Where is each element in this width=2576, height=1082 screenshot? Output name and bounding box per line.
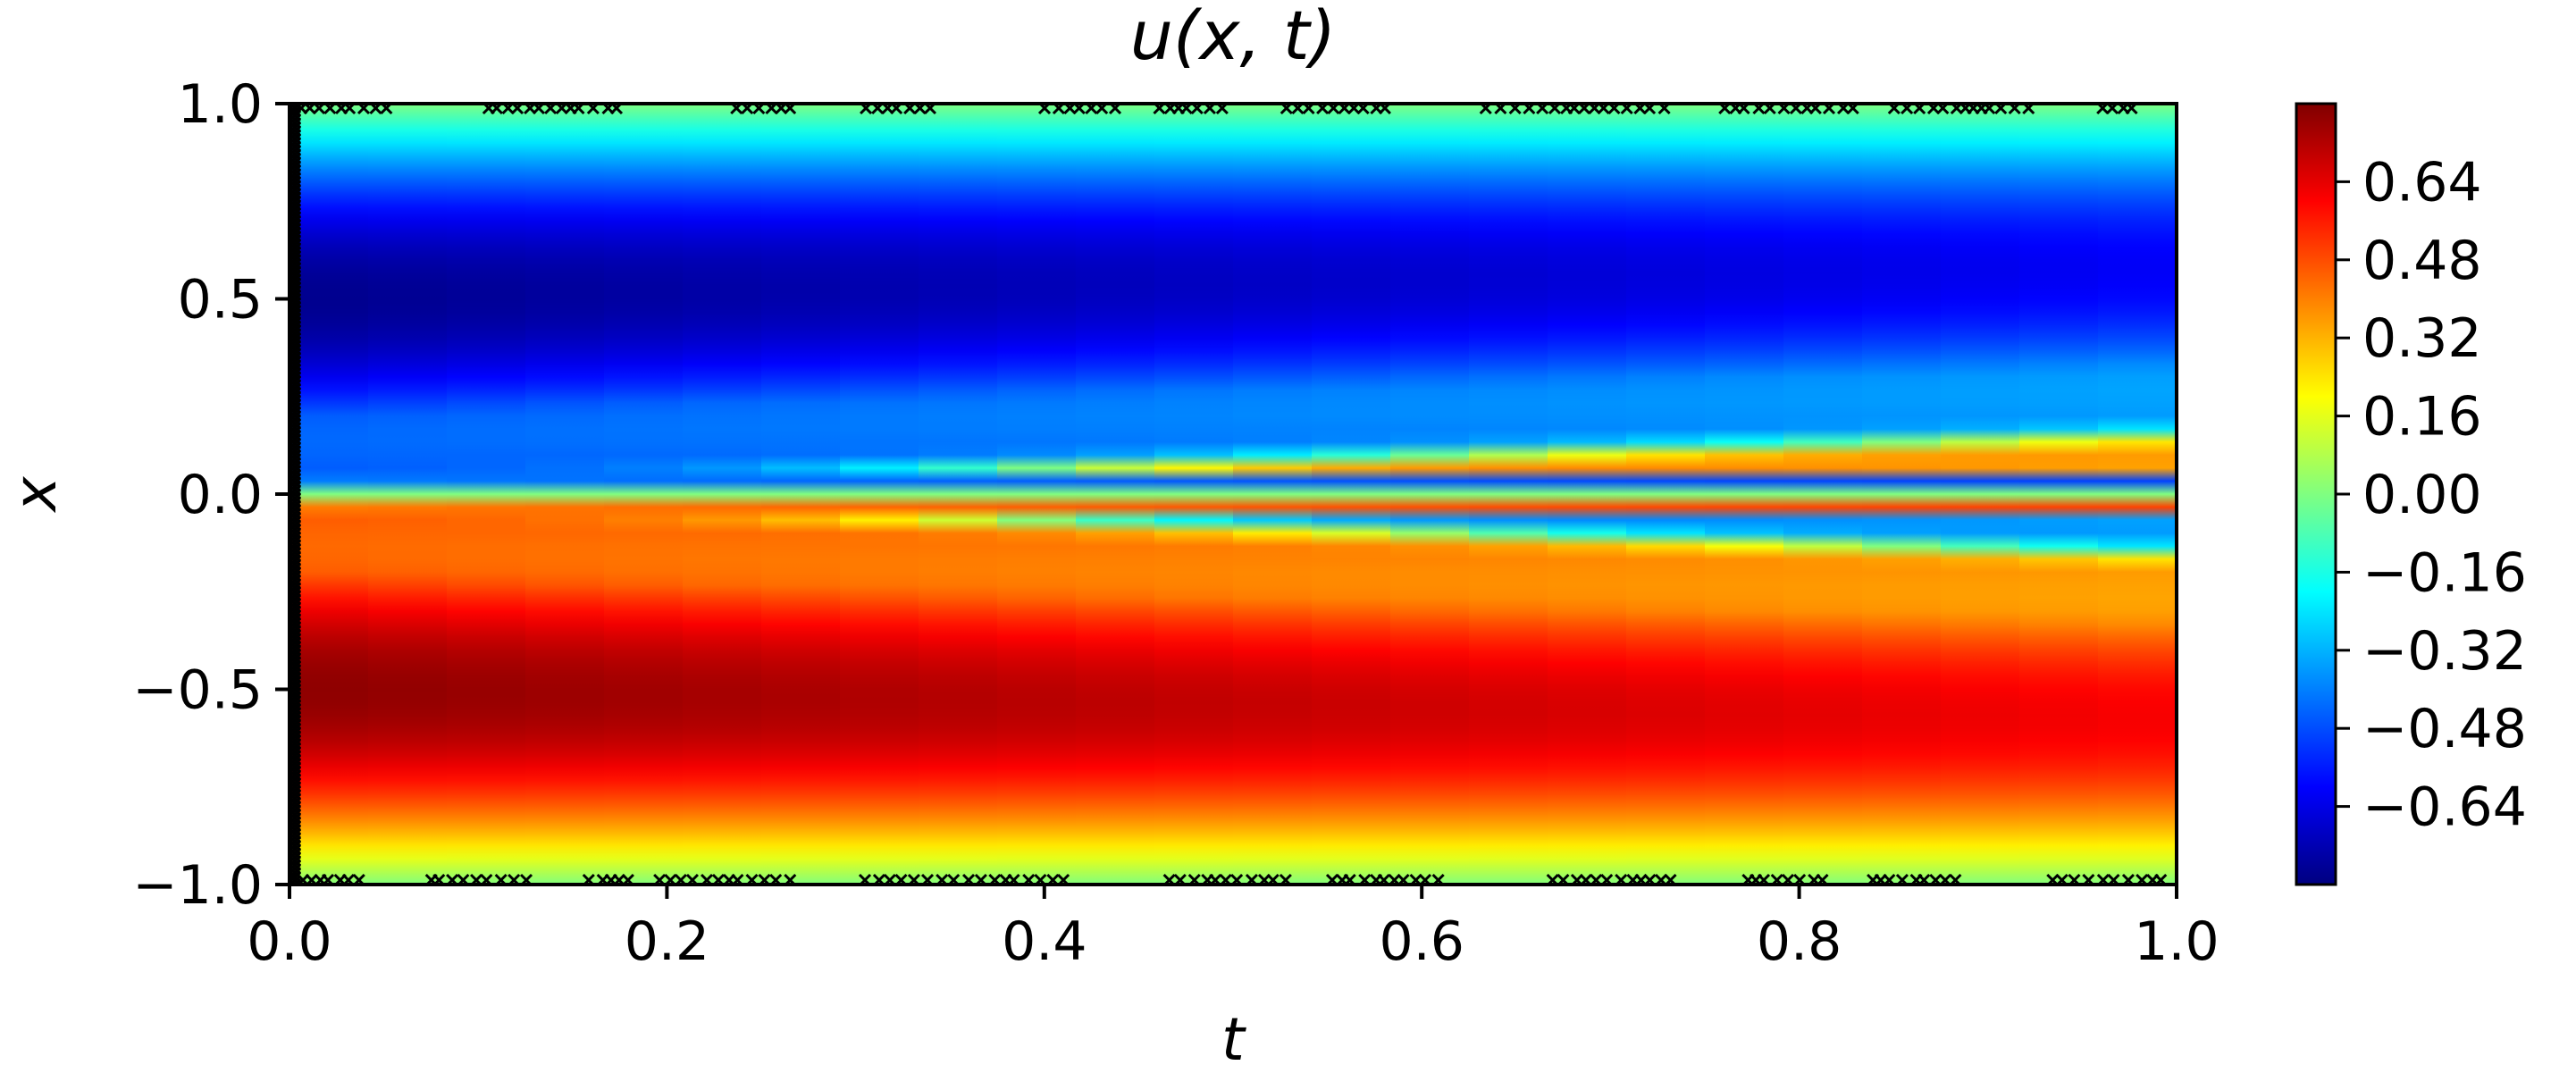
field-column xyxy=(1154,104,1234,885)
colorbar-tick-label: 0.00 xyxy=(2362,464,2482,526)
field-column xyxy=(1783,104,1863,885)
y-tick-label: 0.5 xyxy=(178,269,263,331)
field-column xyxy=(1390,104,1470,885)
field-column xyxy=(1941,104,2020,885)
x-tick-label: 0.2 xyxy=(625,910,709,973)
colorbar-tick-label: 0.64 xyxy=(2362,151,2482,214)
field-column xyxy=(1312,104,1391,885)
field-column xyxy=(1548,104,1627,885)
field-column xyxy=(683,104,762,885)
colorbar-tick-label: −0.48 xyxy=(2362,698,2527,760)
field-column xyxy=(604,104,684,885)
x-tick-label: 1.0 xyxy=(2134,910,2219,973)
y-tick-label: 0.0 xyxy=(178,464,263,526)
field-column xyxy=(2098,104,2177,885)
field-column xyxy=(997,104,1077,885)
colorbar-tick-label: 0.32 xyxy=(2362,307,2482,370)
x-tick-label: 0.6 xyxy=(1379,910,1464,973)
y-axis-label: x xyxy=(1,476,70,514)
colorbar-tick-label: 0.16 xyxy=(2362,386,2482,449)
colorbar-tick-label: −0.16 xyxy=(2362,541,2527,604)
field-column xyxy=(1862,104,1942,885)
y-tick-label: −1.0 xyxy=(132,854,263,917)
field-column xyxy=(1705,104,1784,885)
y-tick-label: −0.5 xyxy=(132,659,263,722)
plot-area xyxy=(289,104,2177,885)
y-tick-label: 1.0 xyxy=(178,73,263,136)
colorbar: 0.64 0.48 0.32 0.16 0.00 −0.16 −0.32 −0.48 −0.64 xyxy=(2295,102,2527,886)
field-column xyxy=(840,104,919,885)
field-time-variation xyxy=(289,104,2177,885)
field-column xyxy=(525,104,605,885)
colorbar-ticks: 0.64 0.48 0.32 0.16 0.00 −0.16 −0.32 −0.48 −0.64 xyxy=(2336,151,2527,839)
colorbar-tick-label: −0.64 xyxy=(2362,776,2527,839)
field-column xyxy=(919,104,998,885)
x-tick-label: 0.4 xyxy=(1002,910,1087,973)
field-column xyxy=(2019,104,2099,885)
field-column xyxy=(1626,104,1706,885)
field-column xyxy=(289,104,369,885)
colorbar-fill xyxy=(2296,104,2336,885)
field-column xyxy=(447,104,526,885)
field-column xyxy=(761,104,841,885)
field-column xyxy=(1469,104,1548,885)
chart-title: u(x, t) xyxy=(1130,0,1337,75)
y-axis: 1.0 0.5 0.0 −0.5 −1.0 xyxy=(132,73,289,917)
x-axis-label: t xyxy=(1221,1005,1246,1074)
x-tick-label: 0.0 xyxy=(247,910,331,973)
x-tick-label: 0.8 xyxy=(1757,910,1842,973)
x-axis: 0.0 0.2 0.4 0.6 0.8 1.0 xyxy=(247,885,2219,973)
field-column xyxy=(1233,104,1313,885)
colorbar-tick-label: −0.32 xyxy=(2362,620,2527,683)
field-column xyxy=(368,104,448,885)
field-column xyxy=(1076,104,1155,885)
colorbar-tick-label: 0.48 xyxy=(2362,230,2482,292)
